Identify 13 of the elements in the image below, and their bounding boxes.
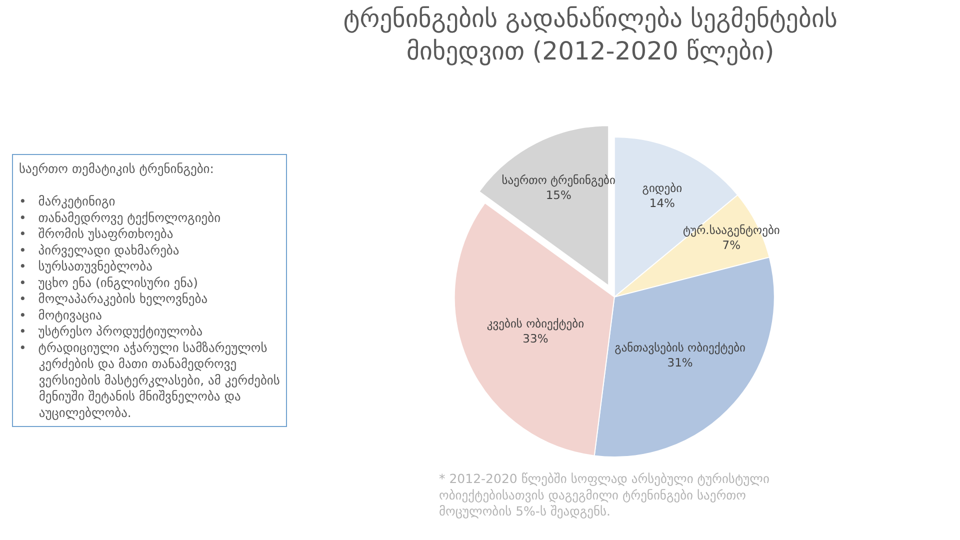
data-label: 15% <box>546 188 572 202</box>
data-label: 33% <box>522 332 548 346</box>
data-label: 14% <box>649 196 676 210</box>
slice-label: კვების ობიექტები <box>486 316 584 331</box>
slice-label: ტურ.სააგენტოები <box>682 222 780 237</box>
slice-label: გიდები <box>642 180 682 195</box>
data-label: 31% <box>667 355 693 370</box>
data-label: 7% <box>722 238 741 252</box>
chart-title: ტრენინგების გადანაწილება სეგმენტების მიხედვით (2012-2020 წლები) <box>343 4 838 66</box>
slice-label: განთავსების ობიექტები <box>614 340 746 354</box>
text: საერთო თემატიკის ტრენინგები: • მარკეტინიგი • თანამედროვე ტექნოლოგიები • შრომის უსაფრთხოება • პირველადი დახმარება • სურსათუვნებლობა • უცხო ენა (ინგლისური ენა) • მოლაპარაკების ხელოვნება • მოტივაცია • უსტრესო პროდუქტიულობა • ტრადიციული აჭარული სამზარეულოს კერძების და მათი თანამედროვე ვერსიების მასტერკლასები, ამ კერძების მენიუში შეტანის მნიშვნელობა და აუცილებლობა. <box>19 161 280 420</box>
slice-label: საერთო ტრენინგები <box>502 173 616 188</box>
text: * 2012-2020 წლებში სოფლად არსებული ტურისტული ობიექტებისათვის დაგეგმილი ტრენინგები საერთო მოცულობის 5%-ს შეადგენს. <box>439 471 770 518</box>
